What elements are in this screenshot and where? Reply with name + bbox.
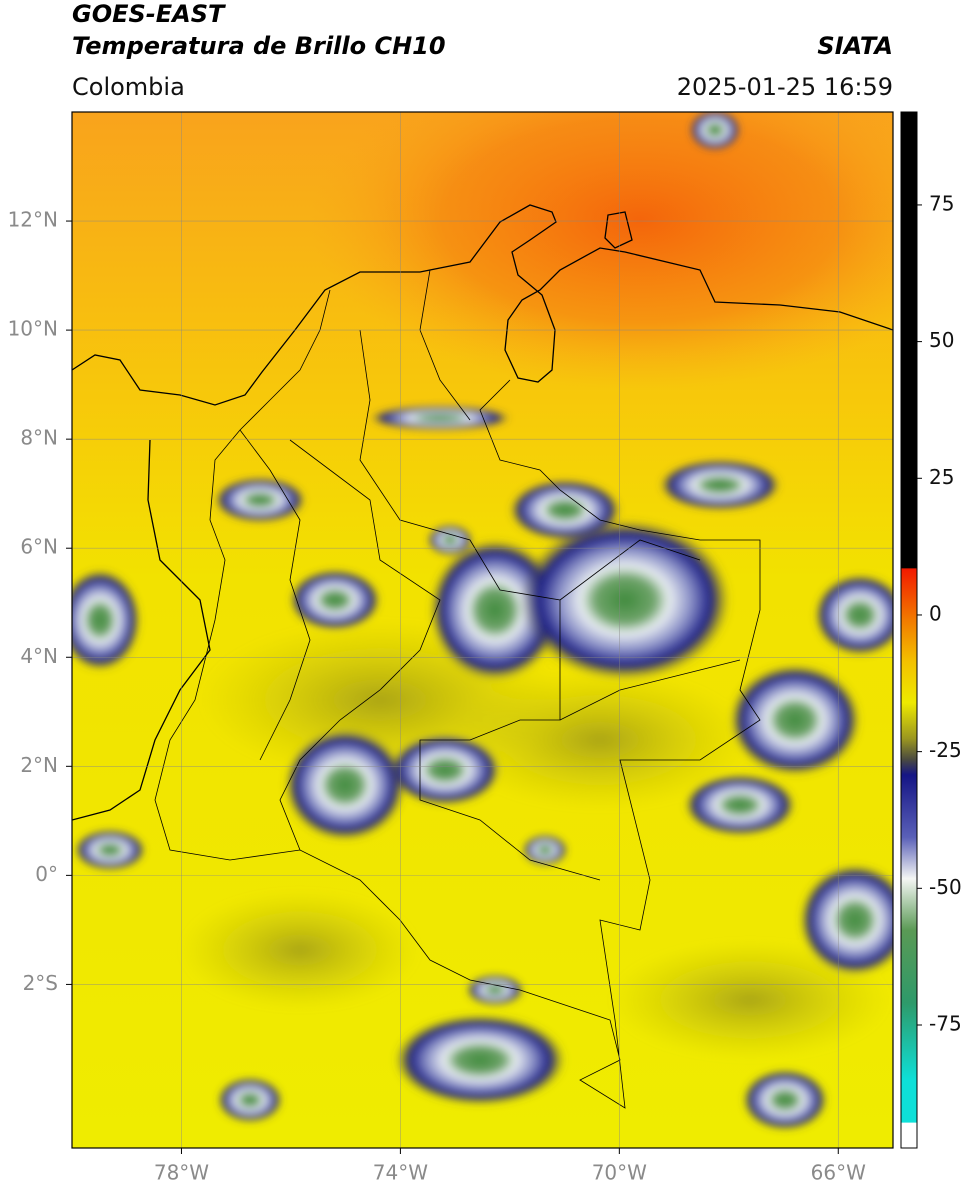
colorbar-tick-label: -75 — [929, 1011, 962, 1035]
colorbar-tick-label: 0 — [929, 601, 942, 625]
region: Colombia — [72, 73, 185, 101]
title: GOES-EAST — [72, 0, 226, 28]
subtitle: Temperatura de Brillo CH10 — [72, 32, 446, 60]
y-tick-label: 2°S — [23, 971, 58, 995]
y-tick-label: 10°N — [8, 317, 58, 341]
map-image — [72, 112, 893, 1148]
y-tick-label: 2°N — [20, 753, 58, 777]
colorbar-tick-label: 50 — [929, 328, 954, 352]
y-tick-label: 12°N — [8, 208, 58, 232]
graticule — [72, 112, 893, 1148]
y-tick-label: 4°N — [20, 644, 58, 668]
colorbar-tick-label: 75 — [929, 191, 954, 215]
colorbar — [900, 111, 918, 1149]
x-tick-label: 78°W — [154, 1161, 209, 1185]
agency: SIATA — [817, 32, 893, 60]
y-tick-label: 6°N — [20, 535, 58, 559]
y-tick-label: 0° — [35, 862, 58, 886]
x-tick-label: 74°W — [373, 1161, 428, 1185]
x-tick-label: 70°W — [592, 1161, 647, 1185]
colorbar-tick-label: 25 — [929, 465, 954, 489]
datetime: 2025-01-25 16:59 — [677, 73, 893, 101]
colorbar-tick-label: -25 — [929, 738, 962, 762]
colorbar-tick-label: -50 — [929, 875, 962, 899]
y-tick-label: 8°N — [20, 426, 58, 450]
x-tick-label: 66°W — [811, 1161, 866, 1185]
map-frame — [71, 111, 894, 1149]
